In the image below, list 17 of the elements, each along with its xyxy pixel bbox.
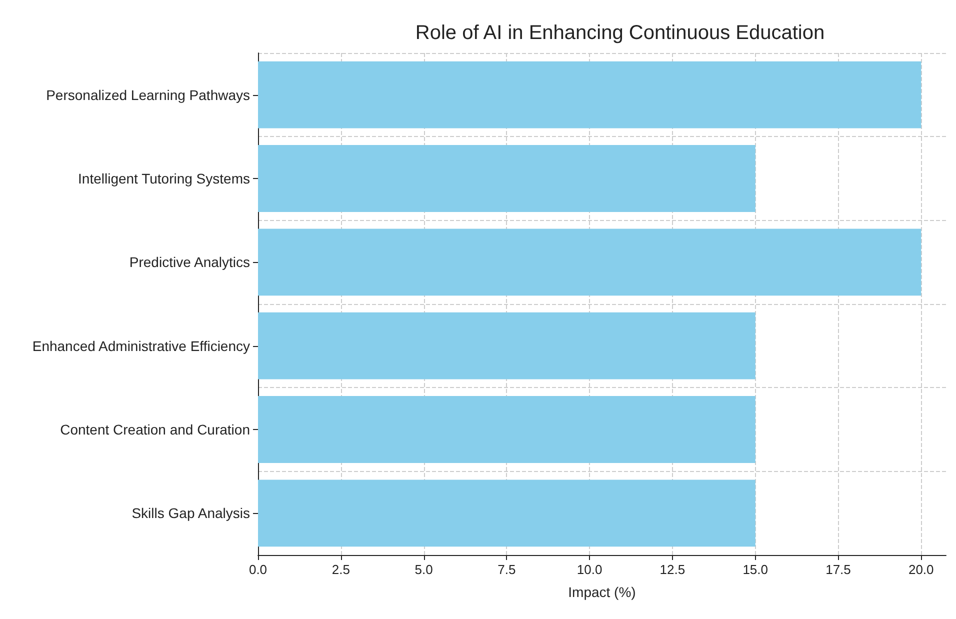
x-tick-label: 2.5 — [332, 562, 350, 577]
y-tick-label: Enhanced Administrative Efficiency — [32, 338, 250, 354]
y-tick-label: Skills Gap Analysis — [132, 505, 250, 522]
chart-title: Role of AI in Enhancing Continuous Education — [415, 22, 825, 44]
x-tick-label: 5.0 — [414, 562, 433, 577]
x-tick-label: 10.0 — [576, 562, 602, 577]
x-tick-label: 7.5 — [498, 562, 516, 577]
x-axis-title: Impact (%) — [568, 584, 636, 600]
y-tick-label: Content Creation and Curation — [60, 422, 250, 438]
x-tick-label: 20.0 — [908, 562, 934, 577]
x-tick-label: 0.0 — [248, 562, 268, 577]
y-tick-label: Predictive Analytics — [129, 254, 250, 270]
y-tick-label: Intelligent Tutoring Systems — [78, 170, 250, 186]
x-tick-label: 12.5 — [660, 562, 686, 577]
x-tick-label: 15.0 — [742, 562, 768, 577]
y-tick-label: Personalized Learning Pathways — [46, 86, 250, 103]
x-tick-label: 17.5 — [826, 562, 851, 577]
